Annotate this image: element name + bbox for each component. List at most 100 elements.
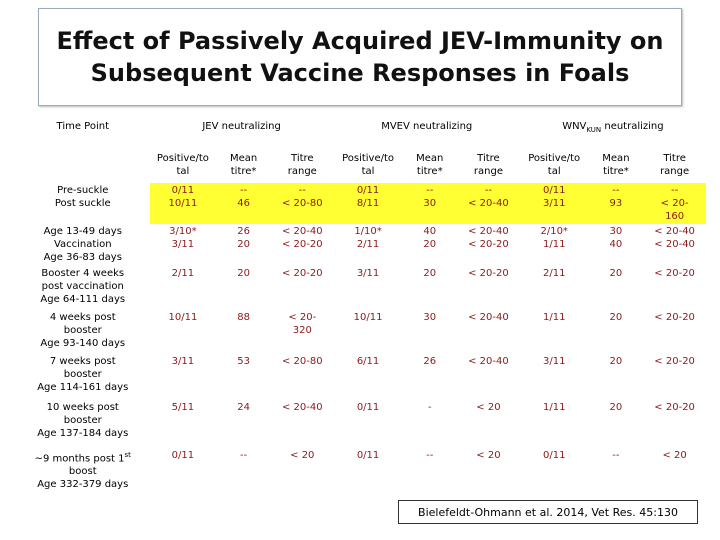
data-row: Pre-suckle Post suckle 0/11 10/11 -- 46 -- <… bbox=[16, 183, 706, 224]
value-cell: 30 40 bbox=[609, 226, 623, 250]
value-cell: 20 bbox=[609, 312, 623, 323]
time-point: Pre-suckle Post suckle bbox=[16, 183, 150, 224]
value-cell: < 20 bbox=[662, 450, 687, 461]
value-cell: < 20-40 < 20-20 bbox=[468, 226, 509, 250]
data-row: Age 13-49 days Vaccination Age 36-83 days 3… bbox=[16, 224, 706, 266]
value-cell: < 20-80 bbox=[281, 356, 323, 367]
value-cell: 1/10* 2/11 bbox=[354, 226, 382, 250]
value-cell: < 20- 320 bbox=[288, 312, 317, 336]
citation: Bielefeldt-Ohmann et al. 2014, Vet Res. … bbox=[398, 500, 698, 524]
results-table: Time Point JEV neutralizing MVEV neutraliz… bbox=[16, 116, 706, 494]
time-line: booster bbox=[63, 369, 102, 380]
subheader: Positive/to tal bbox=[528, 153, 581, 177]
value-cell: 20 bbox=[609, 356, 623, 367]
value-cell: 6/11 bbox=[356, 356, 380, 367]
value-cell: 0/11 bbox=[356, 450, 380, 461]
group-header: JEV neutralizing bbox=[150, 116, 334, 151]
value-cell: -- < 20- 160 bbox=[643, 183, 706, 224]
group-text: JEV neutralizing bbox=[202, 121, 281, 132]
value-cell: < 20-20 bbox=[654, 312, 695, 323]
value-cell: -- < 20-40 bbox=[457, 183, 520, 224]
value-cell: 0/11 3/11 bbox=[519, 183, 589, 224]
subheader: Mean titre* bbox=[229, 153, 258, 177]
group-text: MVEV neutralizing bbox=[381, 121, 473, 132]
group-header: WNVKUN neutralizing bbox=[520, 116, 706, 151]
value-cell: 88 bbox=[237, 312, 250, 323]
header-row: Time Point JEV neutralizing MVEV neutraliz… bbox=[16, 116, 706, 151]
time-line: Age 36-83 days bbox=[43, 252, 122, 263]
value-cell: 10/11 bbox=[168, 312, 198, 323]
value-cell: 10/11 bbox=[353, 312, 383, 323]
time-line: Pre-suckle bbox=[57, 185, 109, 196]
value-cell: 26 20 bbox=[237, 226, 250, 250]
value-cell: 26 bbox=[423, 356, 437, 367]
value-cell: < 20-40 bbox=[468, 356, 509, 367]
value-cell: -- bbox=[426, 450, 434, 461]
value-cell: < 20-20 bbox=[654, 402, 695, 413]
value-cell: -- 46 bbox=[216, 183, 271, 224]
group-sub: KUN bbox=[586, 126, 602, 134]
value-cell: 30 bbox=[423, 312, 437, 323]
value-cell: -- 93 bbox=[588, 183, 644, 224]
subheader: Mean titre* bbox=[416, 153, 444, 177]
value-cell: < 20-40 bbox=[281, 402, 323, 413]
value-cell: -- bbox=[612, 450, 620, 461]
value-cell: 2/11 bbox=[171, 268, 195, 279]
value-cell: -- < 20-80 bbox=[270, 183, 334, 224]
data-row: Booster 4 weeks post vaccination Age 64-11… bbox=[16, 266, 706, 310]
time-line: Age 137-184 days bbox=[37, 428, 129, 439]
group-text: WNV bbox=[562, 121, 587, 132]
value-cell: < 20-40 < 20-40 bbox=[654, 226, 695, 250]
value-cell: 40 20 bbox=[423, 226, 437, 250]
value-cell: 3/11 bbox=[542, 356, 566, 367]
subheader-row: Positive/to tal Mean titre* Titre range Pos… bbox=[16, 151, 706, 183]
value-cell: < 20-20 bbox=[468, 268, 509, 279]
value-cell: -- bbox=[240, 450, 248, 461]
value-cell: 2/10* 1/11 bbox=[540, 226, 568, 250]
time-text: ~9 months post 1 bbox=[34, 453, 125, 465]
value-cell: < 20-40 < 20-20 bbox=[281, 226, 323, 250]
value-cell: < 20 bbox=[476, 450, 501, 461]
blank bbox=[16, 151, 150, 183]
slide-title: Effect of Passively Acquired JEV-Immunit… bbox=[38, 8, 682, 106]
value-cell: 5/11 bbox=[171, 402, 195, 413]
group-text-after: neutralizing bbox=[601, 121, 664, 132]
value-cell: 0/11 bbox=[356, 402, 380, 413]
value-cell: 3/11 bbox=[171, 356, 195, 367]
time-line: 7 weeks post bbox=[49, 356, 116, 367]
time-line: post vaccination bbox=[41, 281, 124, 292]
value-cell: < 20-20 bbox=[654, 356, 695, 367]
value-cell: < 20 bbox=[290, 450, 315, 461]
value-cell: 1/11 bbox=[542, 402, 566, 413]
value-cell: - bbox=[427, 402, 432, 413]
time-line: Booster 4 weeks bbox=[41, 268, 125, 279]
value-cell: 20 bbox=[237, 268, 250, 279]
subheader: Titre range bbox=[473, 153, 503, 177]
data-row: 7 weeks post booster Age 114-161 days 3/11 5… bbox=[16, 354, 706, 400]
time-line: Age 64-111 days bbox=[40, 294, 126, 305]
value-cell: 0/11 bbox=[542, 450, 566, 461]
subheader: Positive/to tal bbox=[156, 153, 209, 177]
data-row: 4 weeks post booster Age 93-140 days 10/11 8… bbox=[16, 310, 706, 354]
time-line: boost bbox=[68, 466, 97, 478]
value-cell: 3/11 bbox=[356, 268, 380, 279]
time-line: Age 332-379 days bbox=[37, 479, 129, 491]
value-cell: 20 bbox=[423, 268, 437, 279]
time-line: Age 93-140 days bbox=[40, 338, 126, 349]
time-line: Age 13-49 days bbox=[43, 226, 122, 237]
time-point: 4 weeks post booster Age 93-140 days bbox=[16, 310, 150, 354]
data-row: 10 weeks post booster Age 137-184 days 5/11… bbox=[16, 400, 706, 448]
time-line: Vaccination bbox=[53, 239, 112, 250]
time-point: ~9 months post 1st boost Age 332-379 days bbox=[16, 448, 150, 494]
value-cell: < 20-20 bbox=[281, 268, 323, 279]
time-line: 10 weeks post bbox=[46, 402, 119, 413]
subheader: Titre range bbox=[287, 153, 317, 177]
value-cell: 53 bbox=[237, 356, 250, 367]
time-line: ~9 months post 1st bbox=[17, 449, 149, 465]
time-header: Time Point bbox=[56, 121, 109, 132]
time-line: Age 114-161 days bbox=[37, 382, 129, 393]
value-cell: < 20-40 bbox=[468, 312, 509, 323]
value-cell: 0/11 bbox=[171, 450, 195, 461]
data-row: ~9 months post 1st boost Age 332-379 days 0… bbox=[16, 448, 706, 494]
